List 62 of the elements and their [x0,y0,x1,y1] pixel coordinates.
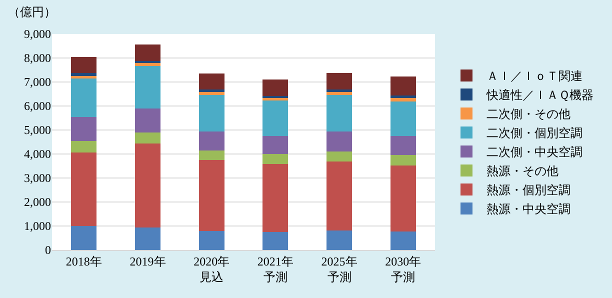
bar [71,78,97,118]
bar [71,226,97,250]
legend-label: 熱源・中央空調 [486,202,570,216]
legend-label: 二次側・個別空調 [486,126,582,140]
bar [326,151,352,162]
bar [262,164,288,232]
bar [71,117,97,142]
bar [390,165,416,232]
bar [134,132,161,144]
bar [390,136,416,155]
bar [390,76,416,96]
bar [326,161,352,231]
bar [71,152,97,226]
bar [326,230,352,250]
bar [262,80,288,96]
bar [198,150,224,160]
bar [71,141,97,152]
bar [198,94,224,132]
bar [198,231,224,250]
legend-label: 快適性／ＩＡＱ機器 [485,88,594,102]
x-tick-label: 2018年 [66,254,102,268]
y-tick-label: 9,000 [24,27,51,42]
y-tick-label: 2,000 [24,195,51,210]
x-tick-label: 2020年見込 [194,254,230,284]
bar [390,154,416,166]
bar [71,73,97,76]
bar [134,143,161,228]
bar [198,160,224,232]
bar [134,227,161,250]
bar [134,66,161,109]
bar [71,57,97,74]
bar [134,108,161,132]
y-tick-label: 4,000 [24,147,51,162]
bar [326,73,352,90]
bar [390,102,416,136]
y-axis-title: （億円） [8,5,56,19]
y-tick-label: 6,000 [24,99,51,114]
bar [262,232,288,250]
y-tick-label: 5,000 [24,123,51,138]
bar [326,131,352,152]
y-tick-label: 3,000 [24,171,51,186]
bar [134,44,161,62]
legend-label: 熱源・その他 [486,164,558,178]
bar [326,94,352,132]
x-tick-label: 2025年予測 [321,254,358,284]
x-tick-label: 2030年予測 [385,254,422,284]
legend-label: 二次側・中央空調 [486,145,582,160]
y-tick-label: 7,000 [24,75,51,90]
x-tick-label: 2021年予測 [257,254,294,284]
legend-label: 熱源・個別空調 [486,183,570,198]
bar [262,154,288,164]
bar [262,100,288,136]
y-tick-label: 8,000 [24,51,51,66]
y-tick-label: 0 [45,243,51,258]
bar [262,136,288,154]
bar [198,73,224,90]
x-tick-label: 2019年 [130,254,166,268]
y-tick-label: 1,000 [24,219,51,234]
legend-label: 二次側・その他 [486,107,570,122]
bar [390,231,416,250]
legend-label: ＡＩ／ＩｏＴ関連 [486,69,582,84]
bar [198,131,224,151]
